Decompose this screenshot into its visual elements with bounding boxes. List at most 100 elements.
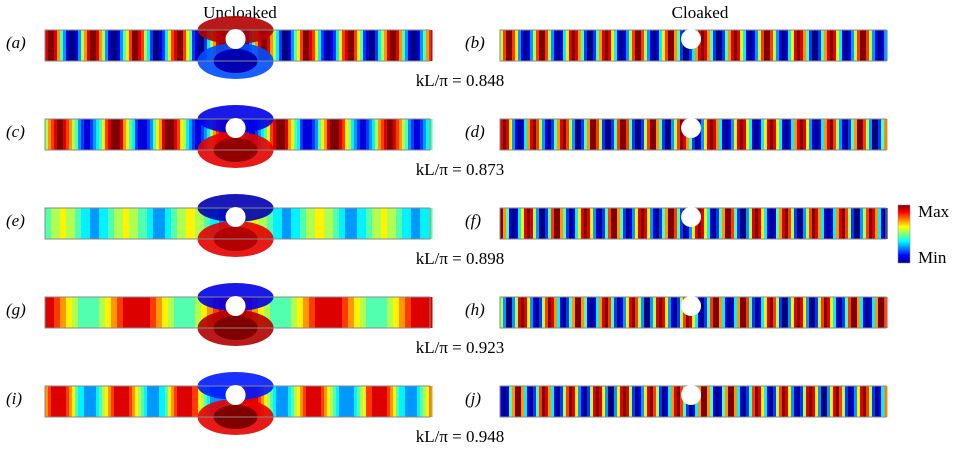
contour-band (162, 30, 166, 61)
contour-band (875, 297, 879, 328)
contour-band (575, 119, 579, 150)
contour-band (399, 30, 403, 61)
contour-band (710, 119, 714, 150)
contour-band (875, 30, 879, 61)
contour-band (509, 30, 513, 61)
contour-band (171, 297, 175, 328)
contour-band (288, 30, 292, 61)
contour-band (806, 30, 810, 61)
contour-band (51, 208, 55, 239)
contour-band (602, 386, 606, 417)
contour-band (111, 208, 115, 239)
contour-band (611, 30, 615, 61)
contour-band (57, 297, 61, 328)
contour-band (536, 386, 540, 417)
contour-band (192, 119, 196, 150)
contour-band (716, 297, 720, 328)
contour-band (878, 208, 882, 239)
contour-band (309, 119, 313, 150)
scatterer (681, 207, 701, 227)
contour-band (812, 119, 816, 150)
contour-band (818, 386, 822, 417)
contour-band (378, 297, 382, 328)
contour-band (803, 208, 807, 239)
contour-band (171, 119, 175, 150)
contour-band (336, 297, 340, 328)
contour-band (773, 208, 777, 239)
contour-band (875, 119, 879, 150)
contour-band (653, 297, 657, 328)
contour-band (740, 297, 744, 328)
contour-band (123, 297, 127, 328)
contour-band (641, 297, 645, 328)
contour-band (731, 208, 735, 239)
contour-band (845, 30, 849, 61)
contour-band (78, 119, 82, 150)
contour-band (809, 297, 813, 328)
contour-band (375, 30, 379, 61)
contour-band (48, 30, 52, 61)
contour-band (881, 208, 885, 239)
contour-band (869, 30, 873, 61)
contour-band (147, 30, 151, 61)
contour-band (755, 30, 759, 61)
contour-band (752, 119, 756, 150)
caption: kL/π = 0.948 (416, 427, 505, 446)
contour-band (713, 208, 717, 239)
contour-band (96, 208, 100, 239)
contour-band (333, 297, 337, 328)
contour-band (120, 386, 124, 417)
contour-band (818, 30, 822, 61)
contour-band (402, 297, 406, 328)
contour-band (189, 119, 193, 150)
contour-band (647, 297, 651, 328)
contour-band (78, 30, 82, 61)
contour-band (129, 297, 133, 328)
contour-band (360, 119, 364, 150)
contour-band (375, 119, 379, 150)
contour-band (66, 119, 70, 150)
contour-band (743, 30, 747, 61)
contour-band (545, 30, 549, 61)
contour-band (794, 119, 798, 150)
contour-band (665, 119, 669, 150)
contour-band (842, 30, 846, 61)
contour-band (99, 208, 103, 239)
contour-band (857, 386, 861, 417)
contour-band (773, 119, 777, 150)
contour-band (878, 386, 882, 417)
contour-band (614, 30, 618, 61)
contour-band (321, 119, 325, 150)
contour-band (189, 297, 193, 328)
contour-band (749, 297, 753, 328)
contour-band (782, 208, 786, 239)
contour-band (147, 297, 151, 328)
contour-band (839, 297, 843, 328)
contour-band (638, 297, 642, 328)
contour-band (512, 208, 516, 239)
contour-band (506, 208, 510, 239)
contour-band (602, 297, 606, 328)
contour-band (782, 297, 786, 328)
contour-band (174, 119, 178, 150)
contour-band (869, 297, 873, 328)
contour-band (560, 386, 564, 417)
contour-band (51, 30, 55, 61)
contour-band (635, 386, 639, 417)
contour-band (839, 119, 843, 150)
contour-band (321, 30, 325, 61)
contour-band (411, 119, 415, 150)
contour-band (330, 208, 334, 239)
contour-band (387, 119, 391, 150)
contour-band (722, 30, 726, 61)
contour-band (312, 297, 316, 328)
contour-band (821, 297, 825, 328)
contour-band (821, 119, 825, 150)
contour-band (312, 119, 316, 150)
contour-band (144, 30, 148, 61)
contour-band (156, 297, 160, 328)
contour-band (533, 208, 537, 239)
contour-band (321, 297, 325, 328)
contour-band (584, 386, 588, 417)
contour-band (66, 386, 70, 417)
